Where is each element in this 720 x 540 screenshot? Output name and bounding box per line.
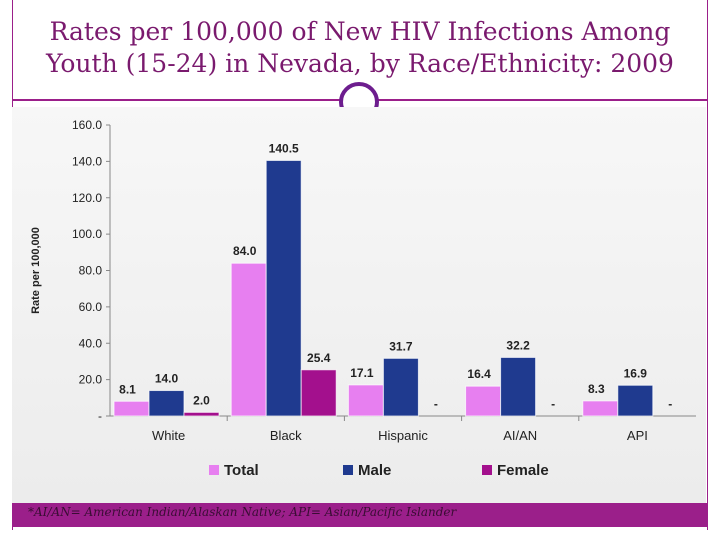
data-label: 14.0 <box>155 372 179 386</box>
title-line-1: Rates per 100,000 of New HIV Infections … <box>49 17 671 46</box>
bar-female <box>183 411 220 417</box>
data-label: 2.0 <box>193 393 210 407</box>
bar-total <box>113 400 150 417</box>
y-tick-label: 20.0 <box>79 373 103 387</box>
x-tick-label: White <box>152 428 185 443</box>
footnote: *AI/AN= American Indian/Alaskan Native; … <box>28 505 457 519</box>
y-tick-label: 60.0 <box>79 300 103 314</box>
bar-male <box>148 390 185 417</box>
bar-total <box>230 262 267 417</box>
data-label: 16.4 <box>467 367 491 381</box>
data-label: - <box>434 397 438 411</box>
bar-male <box>617 384 654 417</box>
x-tick-label: AI/AN <box>503 428 537 443</box>
bar-total <box>465 385 502 417</box>
bar-total <box>582 400 619 417</box>
legend-swatch-total <box>209 465 219 475</box>
legend-label-total: Total <box>224 462 259 479</box>
bar-female <box>300 369 337 417</box>
slide-title: Rates per 100,000 of New HIV Infections … <box>0 16 720 80</box>
x-tick-label: API <box>627 428 648 443</box>
x-tick-label: Hispanic <box>378 428 428 443</box>
legend-swatch-male <box>343 465 353 475</box>
data-label: - <box>551 397 555 411</box>
legend-label-male: Male <box>358 462 391 479</box>
title-line-2: Youth (15-24) in Nevada, by Race/Ethnici… <box>46 49 674 78</box>
bar-male <box>265 159 302 417</box>
y-axis-title: Rate per 100,000 <box>30 227 42 314</box>
data-label: 140.5 <box>269 141 299 155</box>
y-tick-label: 80.0 <box>79 264 103 278</box>
data-label: 8.3 <box>588 382 605 396</box>
y-tick-label: 160.0 <box>72 118 102 132</box>
data-label: 17.1 <box>350 366 374 380</box>
y-tick-label: 140.0 <box>72 154 102 168</box>
legend-swatch-female <box>482 465 492 475</box>
y-tick-label: 120.0 <box>72 191 102 205</box>
bar-chart: - 20.0 40.0 60.0 80.0 100.0 120.0 140.0 160.0 Rat… <box>30 118 696 479</box>
bar-male <box>382 357 419 417</box>
bar-total <box>347 384 384 417</box>
data-label: - <box>668 397 672 411</box>
data-label: 16.9 <box>624 366 648 380</box>
bar-male <box>500 356 537 417</box>
footnote-bar: *AI/AN= American Indian/Alaskan Native; … <box>12 503 708 527</box>
y-tick-label: 100.0 <box>72 227 102 241</box>
chart-area: - 20.0 40.0 60.0 80.0 100.0 120.0 140.0 160.0 Rat… <box>12 107 706 503</box>
data-label: 84.0 <box>233 244 257 258</box>
data-label: 8.1 <box>119 382 136 396</box>
data-label: 31.7 <box>389 339 413 353</box>
data-label: 32.2 <box>506 338 530 352</box>
data-label: 25.4 <box>307 351 331 365</box>
y-tick-label: 40.0 <box>79 336 103 350</box>
legend-label-female: Female <box>497 462 549 479</box>
x-tick-label: Black <box>270 428 302 443</box>
y-tick-label: - <box>98 409 102 423</box>
